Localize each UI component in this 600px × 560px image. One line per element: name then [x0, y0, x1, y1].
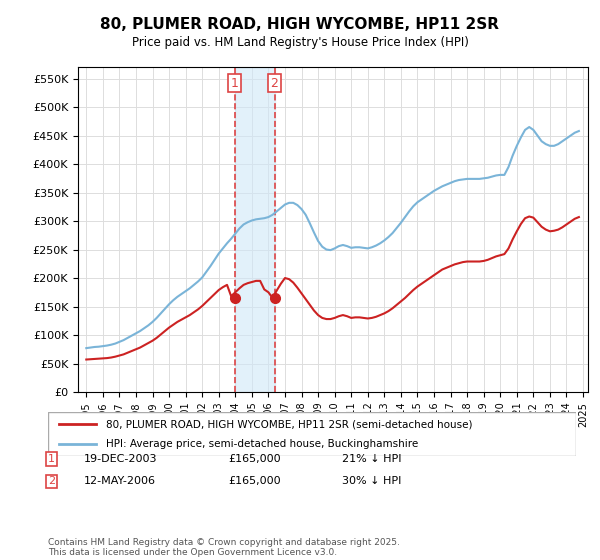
Text: 1: 1	[48, 454, 55, 464]
Text: 80, PLUMER ROAD, HIGH WYCOMBE, HP11 2SR: 80, PLUMER ROAD, HIGH WYCOMBE, HP11 2SR	[101, 17, 499, 32]
Text: 2: 2	[271, 77, 278, 90]
Text: HPI: Average price, semi-detached house, Buckinghamshire: HPI: Average price, semi-detached house,…	[106, 439, 418, 449]
Text: Price paid vs. HM Land Registry's House Price Index (HPI): Price paid vs. HM Land Registry's House …	[131, 36, 469, 49]
Bar	[235, 67, 275, 392]
Text: 2: 2	[48, 477, 55, 487]
Text: 19-DEC-2003: 19-DEC-2003	[84, 454, 157, 464]
Text: 12-MAY-2006: 12-MAY-2006	[84, 477, 156, 487]
Text: £165,000: £165,000	[228, 477, 281, 487]
Text: 80, PLUMER ROAD, HIGH WYCOMBE, HP11 2SR (semi-detached house): 80, PLUMER ROAD, HIGH WYCOMBE, HP11 2SR …	[106, 419, 473, 429]
Text: Contains HM Land Registry data © Crown copyright and database right 2025.
This d: Contains HM Land Registry data © Crown c…	[48, 538, 400, 557]
Text: £165,000: £165,000	[228, 454, 281, 464]
Text: 1: 1	[231, 77, 239, 90]
FancyBboxPatch shape	[48, 412, 576, 456]
Text: 30% ↓ HPI: 30% ↓ HPI	[342, 477, 401, 487]
Text: 21% ↓ HPI: 21% ↓ HPI	[342, 454, 401, 464]
